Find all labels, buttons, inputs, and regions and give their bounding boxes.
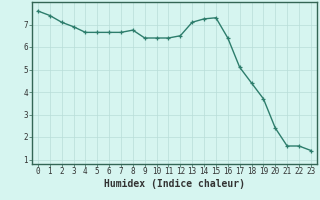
- X-axis label: Humidex (Indice chaleur): Humidex (Indice chaleur): [104, 179, 245, 189]
